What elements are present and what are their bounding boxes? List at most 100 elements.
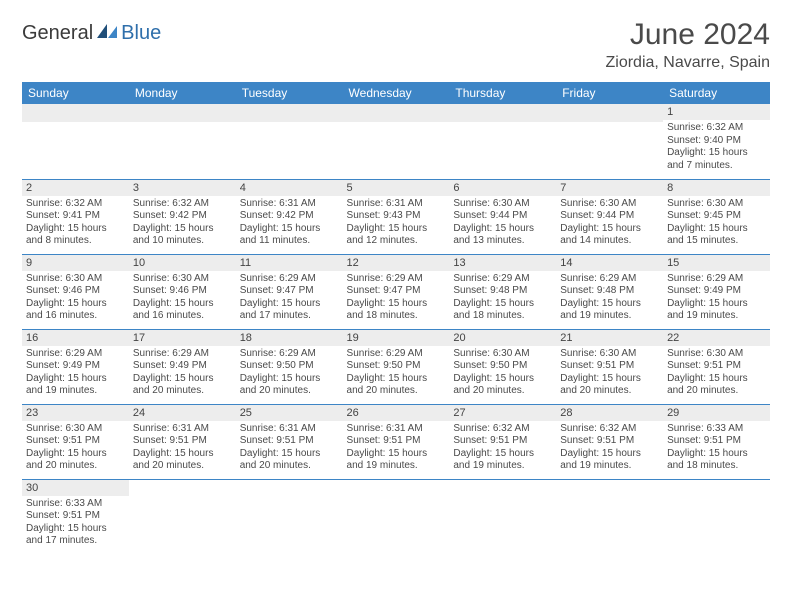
calendar-week-row: 2Sunrise: 6:32 AMSunset: 9:41 PMDaylight… (22, 179, 770, 254)
weekday-header: Monday (129, 82, 236, 104)
day-number: 5 (343, 180, 450, 196)
day-number: 8 (663, 180, 770, 196)
calendar-body: 1Sunrise: 6:32 AMSunset: 9:40 PMDaylight… (22, 104, 770, 554)
calendar-table: SundayMondayTuesdayWednesdayThursdayFrid… (22, 82, 770, 554)
calendar-day-cell: 7Sunrise: 6:30 AMSunset: 9:44 PMDaylight… (556, 179, 663, 254)
calendar-day-cell: 17Sunrise: 6:29 AMSunset: 9:49 PMDayligh… (129, 329, 236, 404)
calendar-empty-cell (343, 479, 450, 554)
calendar-day-cell: 26Sunrise: 6:31 AMSunset: 9:51 PMDayligh… (343, 404, 450, 479)
day-info: Sunrise: 6:30 AMSunset: 9:44 PMDaylight:… (449, 196, 556, 252)
calendar-week-row: 30Sunrise: 6:33 AMSunset: 9:51 PMDayligh… (22, 479, 770, 554)
day-number: 10 (129, 255, 236, 271)
calendar-day-cell: 3Sunrise: 6:32 AMSunset: 9:42 PMDaylight… (129, 179, 236, 254)
day-number: 12 (343, 255, 450, 271)
weekday-header: Tuesday (236, 82, 343, 104)
calendar-empty-cell (22, 104, 129, 179)
day-number: 28 (556, 405, 663, 421)
weekday-header: Friday (556, 82, 663, 104)
day-info: Sunrise: 6:31 AMSunset: 9:51 PMDaylight:… (129, 421, 236, 477)
logo-text-1: General (22, 22, 93, 45)
calendar-week-row: 23Sunrise: 6:30 AMSunset: 9:51 PMDayligh… (22, 404, 770, 479)
calendar-empty-cell (129, 104, 236, 179)
calendar-empty-cell (449, 104, 556, 179)
weekday-header: Saturday (663, 82, 770, 104)
day-info: Sunrise: 6:30 AMSunset: 9:46 PMDaylight:… (129, 271, 236, 327)
calendar-day-cell: 5Sunrise: 6:31 AMSunset: 9:43 PMDaylight… (343, 179, 450, 254)
day-number: 13 (449, 255, 556, 271)
empty-daynum (343, 104, 450, 122)
calendar-empty-cell (129, 479, 236, 554)
day-number: 4 (236, 180, 343, 196)
location-text: Ziordia, Navarre, Spain (605, 54, 770, 72)
calendar-day-cell: 19Sunrise: 6:29 AMSunset: 9:50 PMDayligh… (343, 329, 450, 404)
day-number: 11 (236, 255, 343, 271)
calendar-day-cell: 27Sunrise: 6:32 AMSunset: 9:51 PMDayligh… (449, 404, 556, 479)
day-number: 16 (22, 330, 129, 346)
day-info: Sunrise: 6:30 AMSunset: 9:51 PMDaylight:… (663, 346, 770, 402)
calendar-day-cell: 6Sunrise: 6:30 AMSunset: 9:44 PMDaylight… (449, 179, 556, 254)
calendar-day-cell: 25Sunrise: 6:31 AMSunset: 9:51 PMDayligh… (236, 404, 343, 479)
calendar-day-cell: 18Sunrise: 6:29 AMSunset: 9:50 PMDayligh… (236, 329, 343, 404)
empty-daynum (449, 104, 556, 122)
day-number: 24 (129, 405, 236, 421)
day-number: 26 (343, 405, 450, 421)
day-info: Sunrise: 6:30 AMSunset: 9:44 PMDaylight:… (556, 196, 663, 252)
day-info: Sunrise: 6:33 AMSunset: 9:51 PMDaylight:… (663, 421, 770, 477)
calendar-day-cell: 24Sunrise: 6:31 AMSunset: 9:51 PMDayligh… (129, 404, 236, 479)
empty-daynum (129, 104, 236, 122)
title-block: June 2024 Ziordia, Navarre, Spain (605, 18, 770, 72)
calendar-day-cell: 1Sunrise: 6:32 AMSunset: 9:40 PMDaylight… (663, 104, 770, 179)
calendar-empty-cell (556, 104, 663, 179)
calendar-head: SundayMondayTuesdayWednesdayThursdayFrid… (22, 82, 770, 104)
day-number: 18 (236, 330, 343, 346)
day-info: Sunrise: 6:29 AMSunset: 9:47 PMDaylight:… (343, 271, 450, 327)
calendar-week-row: 16Sunrise: 6:29 AMSunset: 9:49 PMDayligh… (22, 329, 770, 404)
day-info: Sunrise: 6:29 AMSunset: 9:49 PMDaylight:… (663, 271, 770, 327)
day-info: Sunrise: 6:31 AMSunset: 9:51 PMDaylight:… (343, 421, 450, 477)
day-info: Sunrise: 6:29 AMSunset: 9:47 PMDaylight:… (236, 271, 343, 327)
day-number: 30 (22, 480, 129, 496)
day-info: Sunrise: 6:31 AMSunset: 9:51 PMDaylight:… (236, 421, 343, 477)
calendar-day-cell: 22Sunrise: 6:30 AMSunset: 9:51 PMDayligh… (663, 329, 770, 404)
calendar-day-cell: 29Sunrise: 6:33 AMSunset: 9:51 PMDayligh… (663, 404, 770, 479)
day-info: Sunrise: 6:29 AMSunset: 9:49 PMDaylight:… (22, 346, 129, 402)
day-info: Sunrise: 6:29 AMSunset: 9:50 PMDaylight:… (236, 346, 343, 402)
calendar-day-cell: 2Sunrise: 6:32 AMSunset: 9:41 PMDaylight… (22, 179, 129, 254)
month-title: June 2024 (605, 18, 770, 52)
header: General Blue June 2024 Ziordia, Navarre,… (22, 18, 770, 72)
day-number: 3 (129, 180, 236, 196)
calendar-day-cell: 20Sunrise: 6:30 AMSunset: 9:50 PMDayligh… (449, 329, 556, 404)
day-number: 21 (556, 330, 663, 346)
calendar-day-cell: 8Sunrise: 6:30 AMSunset: 9:45 PMDaylight… (663, 179, 770, 254)
day-info: Sunrise: 6:29 AMSunset: 9:50 PMDaylight:… (343, 346, 450, 402)
day-info: Sunrise: 6:32 AMSunset: 9:51 PMDaylight:… (556, 421, 663, 477)
calendar-empty-cell (449, 479, 556, 554)
day-number: 7 (556, 180, 663, 196)
calendar-day-cell: 12Sunrise: 6:29 AMSunset: 9:47 PMDayligh… (343, 254, 450, 329)
day-info: Sunrise: 6:32 AMSunset: 9:42 PMDaylight:… (129, 196, 236, 252)
calendar-day-cell: 11Sunrise: 6:29 AMSunset: 9:47 PMDayligh… (236, 254, 343, 329)
day-number: 17 (129, 330, 236, 346)
calendar-day-cell: 28Sunrise: 6:32 AMSunset: 9:51 PMDayligh… (556, 404, 663, 479)
day-info: Sunrise: 6:30 AMSunset: 9:51 PMDaylight:… (556, 346, 663, 402)
calendar-empty-cell (236, 104, 343, 179)
day-number: 27 (449, 405, 556, 421)
weekday-header: Wednesday (343, 82, 450, 104)
day-number: 14 (556, 255, 663, 271)
day-number: 19 (343, 330, 450, 346)
day-info: Sunrise: 6:31 AMSunset: 9:42 PMDaylight:… (236, 196, 343, 252)
calendar-empty-cell (236, 479, 343, 554)
day-number: 22 (663, 330, 770, 346)
logo-sail-icon (97, 24, 119, 40)
day-info: Sunrise: 6:33 AMSunset: 9:51 PMDaylight:… (22, 496, 129, 552)
day-number: 23 (22, 405, 129, 421)
calendar-week-row: 1Sunrise: 6:32 AMSunset: 9:40 PMDaylight… (22, 104, 770, 179)
calendar-day-cell: 23Sunrise: 6:30 AMSunset: 9:51 PMDayligh… (22, 404, 129, 479)
calendar-day-cell: 15Sunrise: 6:29 AMSunset: 9:49 PMDayligh… (663, 254, 770, 329)
day-number: 29 (663, 405, 770, 421)
calendar-day-cell: 16Sunrise: 6:29 AMSunset: 9:49 PMDayligh… (22, 329, 129, 404)
day-info: Sunrise: 6:30 AMSunset: 9:46 PMDaylight:… (22, 271, 129, 327)
day-number: 2 (22, 180, 129, 196)
weekday-header: Thursday (449, 82, 556, 104)
calendar-day-cell: 13Sunrise: 6:29 AMSunset: 9:48 PMDayligh… (449, 254, 556, 329)
